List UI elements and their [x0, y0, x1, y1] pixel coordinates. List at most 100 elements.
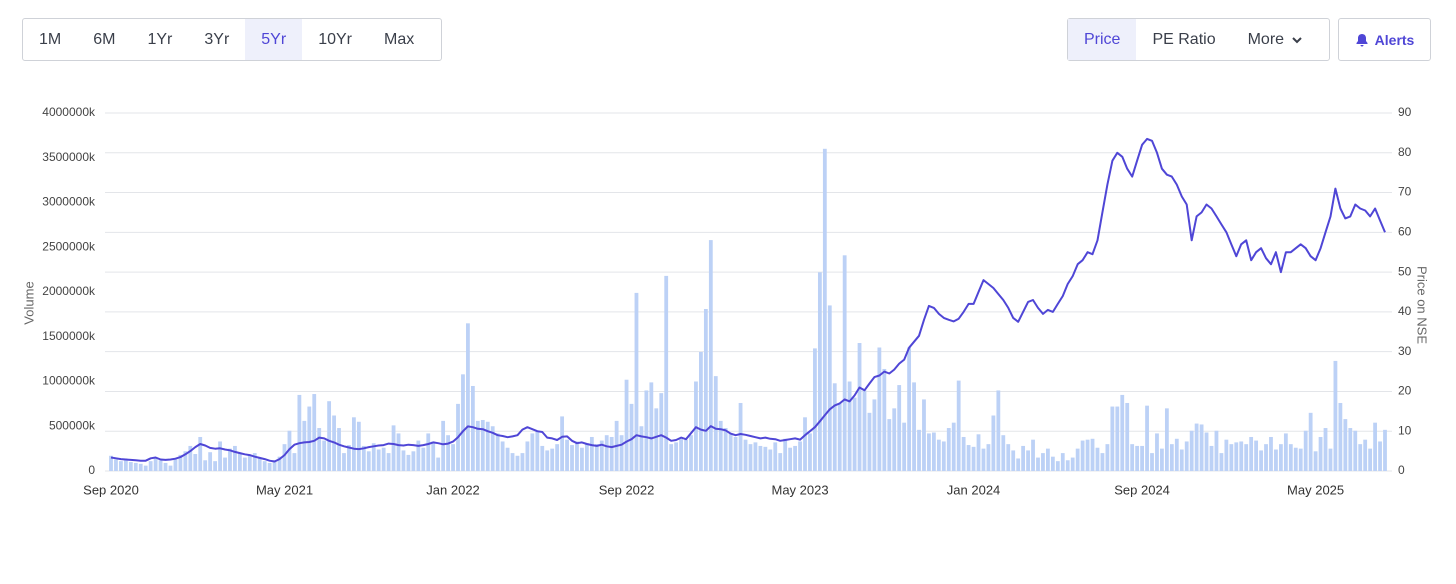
volume-bar — [1288, 444, 1293, 471]
volume-bar — [917, 429, 921, 471]
x-tick-label: May 2021 — [256, 482, 313, 497]
volume-bar — [882, 368, 887, 471]
volume-bar — [1075, 448, 1080, 471]
volume-bar — [451, 444, 455, 471]
volume-bar — [813, 348, 817, 471]
chevron-icon — [1292, 36, 1302, 43]
volume-bar — [272, 460, 277, 471]
y2-tick-label: 60 — [1398, 225, 1412, 239]
volume-bar — [416, 440, 421, 471]
range-button[interactable]: 5Yr — [245, 19, 303, 60]
volume-bar — [1254, 440, 1259, 471]
x-tick-label: Jan 2022 — [426, 482, 480, 497]
view-button-label: Price — [1084, 30, 1121, 48]
alerts-button[interactable]: Alerts — [1338, 18, 1431, 61]
volume-bar — [381, 447, 386, 471]
range-button[interactable]: 1Yr — [131, 19, 188, 60]
view-selector: Price PE Ratio More — [1067, 18, 1330, 61]
volume-bar — [193, 453, 198, 471]
volume-bar — [1036, 457, 1040, 471]
y-tick-label: 0 — [88, 463, 95, 477]
volume-bar — [961, 436, 966, 471]
view-button[interactable]: PE Ratio — [1136, 19, 1231, 60]
y2-tick-label: 70 — [1398, 185, 1412, 199]
volume-bar — [1001, 435, 1006, 471]
volume-bar — [560, 416, 565, 471]
range-button[interactable]: 6M — [77, 19, 131, 60]
y2-tick-label: 10 — [1398, 423, 1412, 437]
x-tick-label: Sep 2020 — [83, 482, 139, 497]
volume-bar — [515, 455, 520, 471]
volume-bar — [808, 433, 812, 471]
volume-bar — [322, 440, 327, 471]
volume-bar — [1298, 448, 1303, 471]
volume-bar — [1115, 406, 1120, 471]
chart: Volume Price on NSE 0 10 20 30 40 50 60 70 80 90 0… — [21, 105, 1430, 497]
view-button[interactable]: Price — [1068, 19, 1137, 60]
volume-bar — [803, 417, 807, 471]
volume-bar — [679, 438, 683, 471]
range-button-label: 5Yr — [261, 30, 287, 48]
volume-bar — [436, 457, 441, 471]
y2-tick-label: 80 — [1398, 145, 1412, 159]
volume-bar — [827, 305, 832, 471]
volume-bar — [123, 460, 128, 471]
view-button[interactable]: More — [1232, 19, 1320, 60]
volume-bar — [188, 445, 193, 471]
x-tick-label: Jan 2024 — [947, 482, 1001, 497]
y2-tick-label: 50 — [1398, 264, 1412, 278]
volume-bar — [317, 428, 322, 471]
volume-bar — [1373, 422, 1377, 471]
range-button-label: 3Yr — [204, 30, 230, 48]
range-button-label: 6M — [93, 30, 116, 48]
volume-bar — [1333, 360, 1338, 471]
range-button[interactable]: 10Yr — [302, 19, 368, 60]
volume-bar — [1160, 448, 1164, 471]
volume-bar — [773, 442, 778, 471]
range-button[interactable]: 3Yr — [188, 19, 245, 60]
volume-bar — [674, 442, 679, 471]
volume-bar — [1100, 453, 1105, 471]
volume-bar — [143, 465, 148, 471]
volume-bar — [644, 390, 649, 471]
volume-bar — [535, 430, 540, 471]
volume-bar — [584, 443, 589, 471]
volume-bar — [461, 374, 465, 471]
volume-bar — [936, 439, 941, 471]
volume-bar — [1343, 419, 1348, 471]
volume-bar — [1338, 402, 1343, 471]
y2-axis-title: Price on NSE — [1415, 266, 1430, 344]
volume-bar — [242, 457, 247, 471]
volume-bar — [470, 385, 475, 471]
volume-bar — [629, 403, 634, 471]
volume-bar — [1016, 458, 1021, 471]
volume-bar — [1110, 406, 1115, 471]
volume-bar — [128, 462, 133, 471]
volume-bar — [857, 343, 862, 471]
volume-bar — [783, 438, 788, 471]
volume-bar — [1026, 450, 1030, 471]
range-button-label: Max — [383, 30, 415, 48]
volume-bar — [262, 461, 267, 471]
volume-bar — [1125, 402, 1130, 471]
volume-bar — [233, 445, 237, 471]
volume-bar — [768, 449, 773, 471]
x-tick-label: Sep 2022 — [599, 482, 655, 497]
volume-bar — [897, 385, 902, 471]
volume-bar — [609, 436, 614, 471]
volume-bar — [1179, 449, 1184, 471]
volume-bar — [1259, 450, 1263, 471]
bell-icon — [1356, 33, 1368, 46]
y-axis-title: Volume — [21, 281, 36, 324]
volume-bar — [114, 459, 118, 471]
volume-bar — [1070, 457, 1075, 471]
range-button[interactable]: 1M — [23, 19, 77, 60]
volume-bar — [966, 445, 971, 471]
volume-bar — [1363, 439, 1368, 471]
y-tick-label: 1500000k — [42, 329, 96, 343]
range-button[interactable]: Max — [368, 19, 430, 60]
volume-bar — [396, 433, 401, 471]
volume-bar — [1130, 444, 1135, 471]
volume-bar — [1169, 444, 1174, 471]
volume-bar — [1041, 453, 1045, 471]
